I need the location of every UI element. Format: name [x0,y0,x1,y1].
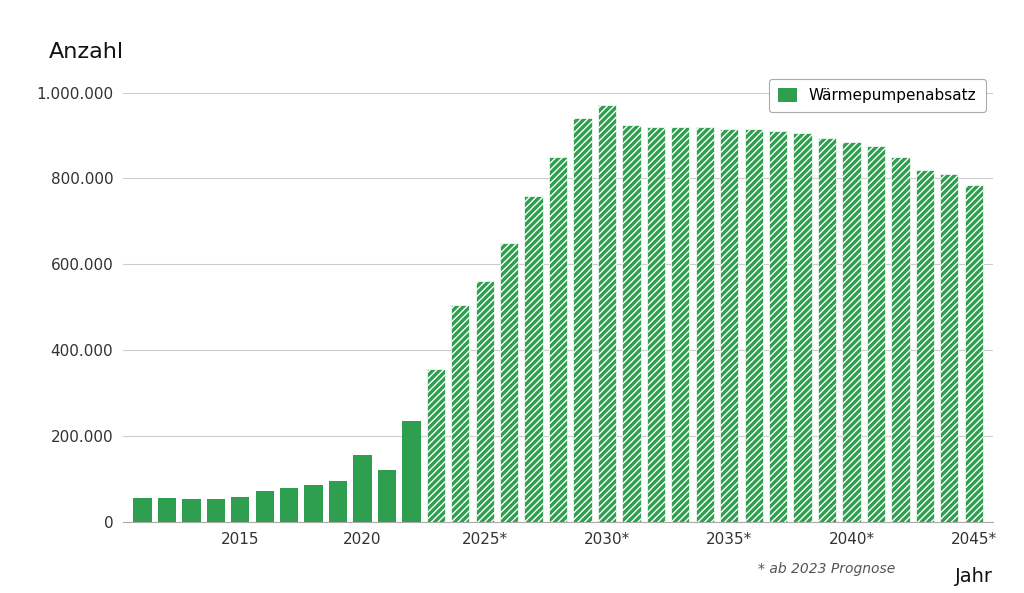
Legend: Wärmepumpenabsatz: Wärmepumpenabsatz [769,79,986,112]
Bar [182,499,201,522]
Bar [524,196,543,522]
Bar [915,170,934,522]
Bar [671,127,689,522]
Bar [598,106,616,522]
Bar [378,470,396,522]
Bar [891,157,909,522]
Bar [794,133,812,522]
Bar [695,127,714,522]
Bar [647,127,665,522]
Bar [427,369,445,522]
Bar [353,455,372,522]
Bar [500,243,518,522]
Text: Anzahl: Anzahl [49,42,124,62]
Bar [256,491,273,522]
Text: * ab 2023 Prognose: * ab 2023 Prognose [758,562,896,576]
Bar [623,125,641,522]
Bar [866,146,885,522]
Bar [573,119,592,522]
Bar [158,498,176,522]
Bar [329,481,347,522]
Bar [207,499,225,522]
Bar [231,497,250,522]
Bar [280,487,298,522]
Bar [940,174,958,522]
Bar [452,305,469,522]
Bar [818,138,837,522]
Bar [720,129,738,522]
Bar [769,131,787,522]
Bar [304,485,323,522]
Bar [402,421,421,522]
Bar [549,157,567,522]
Bar [965,185,983,522]
Text: Jahr: Jahr [955,567,993,586]
Bar [744,129,763,522]
Bar [475,282,494,522]
Bar [133,498,152,522]
Bar [843,142,860,522]
